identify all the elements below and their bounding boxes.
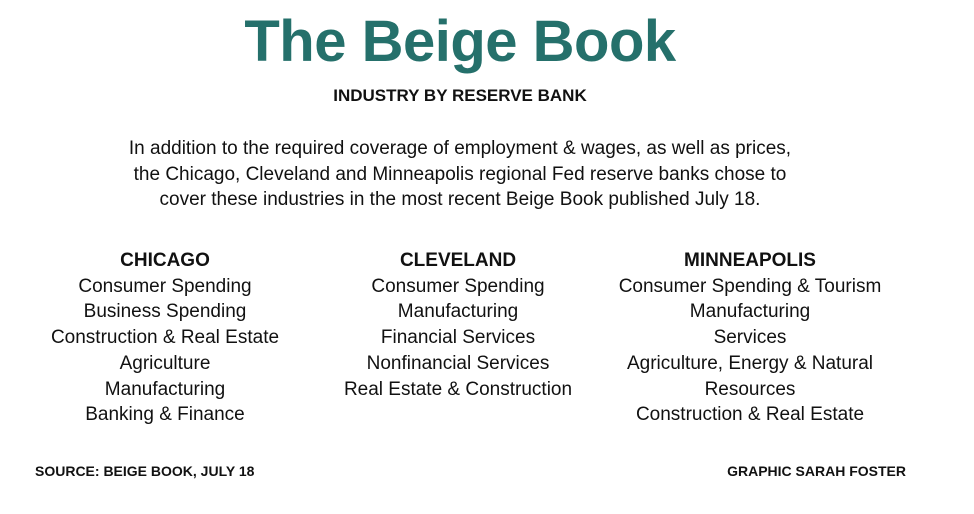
- source: SOURCE: BEIGE BOOK, JULY 18: [35, 463, 255, 479]
- description-line: cover these industries in the most recen…: [159, 189, 761, 210]
- industry: Consumer Spending & Tourism: [618, 275, 882, 297]
- title: The Beige Book: [244, 9, 676, 74]
- credit: GRAPHIC SARAH FOSTER: [727, 463, 906, 479]
- bank-column: MINNEAPOLIS Consumer Spending & Tourism Ma…: [605, 248, 895, 428]
- industry: Consumer Spending: [78, 275, 252, 297]
- industry: Manufacturing: [689, 301, 811, 323]
- industry: Manufacturing: [104, 378, 226, 400]
- industry: Agriculture: [119, 352, 211, 374]
- industry: Financial Services: [380, 327, 536, 349]
- bank-name: CLEVELAND: [399, 250, 517, 271]
- industry: Manufacturing: [397, 301, 519, 323]
- description-line: the Chicago, Cleveland and Minneapolis r…: [133, 163, 787, 185]
- industry: Services: [713, 327, 787, 349]
- subtitle: INDUSTRY BY RESERVE BANK: [333, 86, 587, 105]
- industry: Construction & Real Estate: [635, 404, 865, 426]
- industry: Construction & Real Estate: [50, 327, 280, 349]
- description: In addition to the required coverage of …: [0, 136, 920, 213]
- bank-column: CHICAGO Consumer Spending Business Spendin…: [15, 248, 315, 428]
- industry: Banking & Finance: [85, 404, 245, 426]
- description-line: In addition to the required coverage of …: [128, 138, 792, 159]
- industry: Consumer Spending: [371, 275, 545, 297]
- bank-name: CHICAGO: [120, 250, 210, 271]
- industry: Agriculture, Energy & Natural Resources: [626, 352, 874, 400]
- industry: Business Spending: [83, 301, 247, 323]
- bank-name: MINNEAPOLIS: [684, 250, 816, 271]
- bank-column: CLEVELAND Consumer Spending Manufacturing F…: [308, 248, 608, 402]
- industry: Real Estate & Construction: [343, 378, 573, 400]
- industry: Nonfinancial Services: [366, 352, 550, 374]
